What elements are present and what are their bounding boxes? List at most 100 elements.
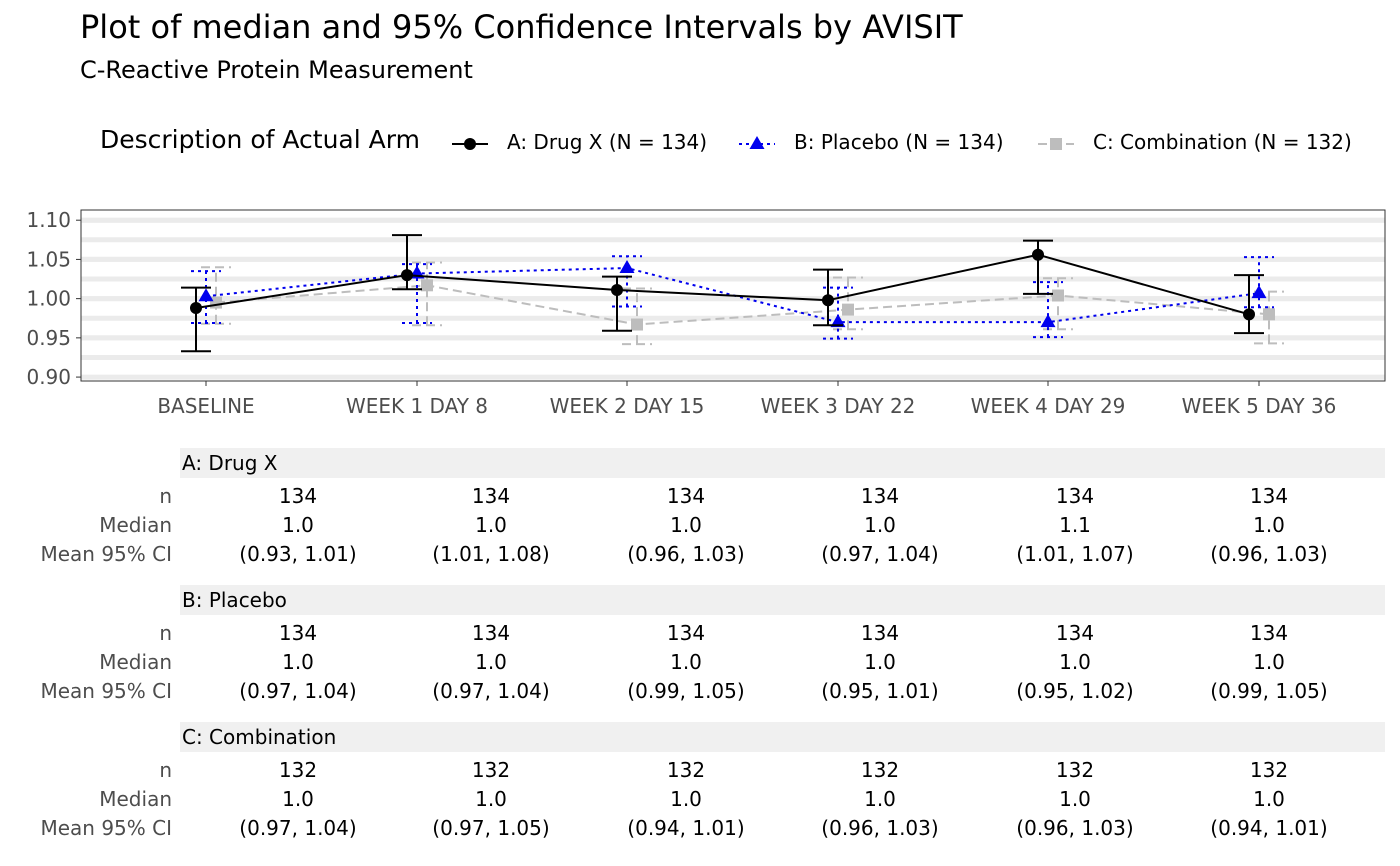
legend-key-marker: [1050, 138, 1062, 150]
table-cell: 132: [666, 758, 706, 782]
table-row-label-median: Median: [99, 787, 172, 811]
table-cell: 1.1: [1059, 513, 1091, 537]
table-cell: (0.97, 1.04): [239, 679, 357, 703]
table-group-name: C: Combination: [182, 725, 337, 749]
series-line: [205, 267, 1260, 324]
table-group-name: A: Drug X: [182, 451, 278, 475]
data-point: [1263, 308, 1275, 321]
chart-plot: 0.90 0.95 1.00 1.05 1.10 BASELINE WEEK 1 DAY 8…: [26, 136, 1386, 418]
table-row-label-ci: Mean 95% CI: [40, 542, 172, 566]
data-point: [830, 314, 846, 328]
y-tick-label: 0.90: [26, 365, 71, 389]
x-tick-label: WEEK 4 DAY 29: [971, 394, 1126, 418]
chart-title: Plot of median and 95% Confidence Interv…: [80, 8, 963, 46]
table-row-label-ci: Mean 95% CI: [40, 679, 172, 703]
table-cell: 1.0: [1253, 650, 1285, 674]
table-cell: 134: [1249, 621, 1289, 645]
table-cell: 1.0: [670, 513, 702, 537]
table-cell: 134: [1055, 484, 1095, 508]
table-cell: (0.96, 1.03): [1016, 816, 1134, 840]
legend-key: [452, 138, 488, 150]
legend-label-drug-x: A: Drug X (N = 134): [507, 130, 708, 154]
table-cell: (0.96, 1.03): [821, 816, 939, 840]
data-point: [1243, 308, 1255, 321]
data-point: [1052, 289, 1064, 302]
table-cell: (0.94, 1.01): [1210, 816, 1328, 840]
table-cell: 134: [278, 621, 318, 645]
table-cell: 134: [1249, 484, 1289, 508]
table-cell: (0.94, 1.01): [627, 816, 745, 840]
table-row-label-median: Median: [99, 650, 172, 674]
table-cell: (0.97, 1.04): [432, 679, 550, 703]
series-combination: [201, 261, 1284, 346]
table-cell: (0.96, 1.03): [627, 542, 745, 566]
error-bar: [1244, 256, 1274, 309]
table-cell: 134: [860, 484, 900, 508]
table-cell: (1.01, 1.08): [432, 542, 550, 566]
data-point: [198, 288, 214, 302]
table-cell: 134: [1055, 621, 1095, 645]
panel-border: [80, 209, 1386, 382]
x-tick-label: WEEK 5 DAY 36: [1182, 394, 1337, 418]
error-bar: [412, 261, 442, 327]
data-point: [1251, 285, 1267, 299]
legend-key-marker: [749, 136, 765, 149]
table-cell: 134: [278, 484, 318, 508]
data-point: [842, 303, 854, 316]
table-cell: (0.99, 1.05): [627, 679, 745, 703]
x-tick-label: WEEK 3 DAY 22: [761, 394, 916, 418]
table-cell: 134: [860, 621, 900, 645]
table-cell: 1.0: [1059, 650, 1091, 674]
table-row-label-n: n: [159, 758, 172, 782]
chart-subtitle: C-Reactive Protein Measurement: [80, 56, 473, 84]
error-bar: [1234, 274, 1264, 335]
series-line: [195, 253, 1250, 316]
table-cell: 1.0: [282, 650, 314, 674]
legend-label-combination: C: Combination (N = 132): [1093, 130, 1352, 154]
table-cell: (0.97, 1.04): [821, 542, 939, 566]
series-drug-x: [181, 234, 1264, 353]
table-cell: 1.0: [1253, 787, 1285, 811]
table-cell: (0.93, 1.01): [239, 542, 357, 566]
table-row-label-ci: Mean 95% CI: [40, 816, 172, 840]
table-group-name: B: Placebo: [182, 588, 287, 612]
data-point: [619, 260, 635, 274]
table-cell: 1.0: [670, 650, 702, 674]
error-bar: [1033, 281, 1063, 339]
table-cell: 1.0: [864, 650, 896, 674]
table-cell: 1.0: [282, 787, 314, 811]
table-cell: 1.0: [864, 513, 896, 537]
error-bar: [823, 286, 853, 340]
table-group-header-combination: C: Combination: [180, 722, 1385, 752]
data-point: [401, 269, 413, 282]
table-cell: (0.97, 1.05): [432, 816, 550, 840]
table-cell: (0.96, 1.03): [1210, 542, 1328, 566]
table-cell: (1.01, 1.07): [1016, 542, 1134, 566]
legend-key: [739, 136, 775, 149]
y-tick-label: 0.95: [26, 326, 71, 350]
table-cell: 1.0: [475, 650, 507, 674]
table-cell: 132: [1055, 758, 1095, 782]
table-cell: 1.0: [475, 787, 507, 811]
y-tick-label: 1.00: [26, 287, 71, 311]
table-cell: 1.0: [282, 513, 314, 537]
table-cell: 132: [860, 758, 900, 782]
table-cell: 134: [666, 621, 706, 645]
table-cell: 134: [471, 621, 511, 645]
table-cell: (0.97, 1.04): [239, 816, 357, 840]
table-cell: 1.0: [670, 787, 702, 811]
table-group-header-drug-x: A: Drug X: [180, 448, 1385, 478]
legend-label-placebo: B: Placebo (N = 134): [794, 130, 1004, 154]
table-cell: (0.95, 1.02): [1016, 679, 1134, 703]
data-point: [611, 284, 623, 297]
table-cell: 1.0: [1059, 787, 1091, 811]
legend-key: [1038, 138, 1074, 150]
series-line: [215, 284, 1270, 326]
error-bar: [181, 286, 211, 353]
x-tick-label: WEEK 1 DAY 8: [346, 394, 488, 418]
table-cell: 132: [278, 758, 318, 782]
table-cell: 132: [471, 758, 511, 782]
table-row-label-n: n: [159, 484, 172, 508]
table-cell: (0.99, 1.05): [1210, 679, 1328, 703]
y-tick-label: 1.10: [26, 208, 71, 232]
